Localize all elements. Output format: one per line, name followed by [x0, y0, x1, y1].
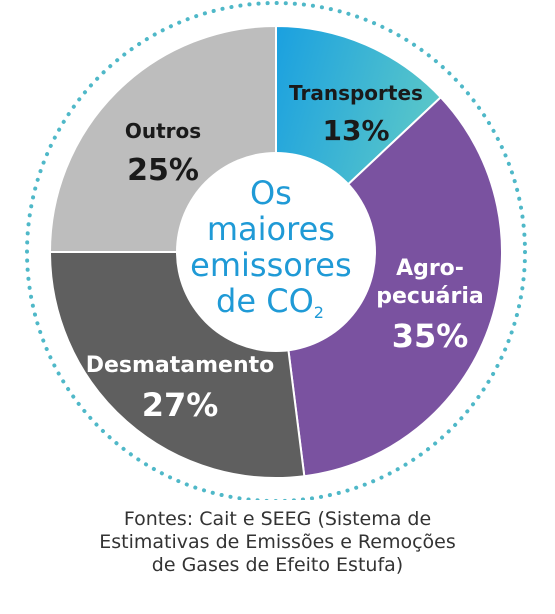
source-note: Fontes: Cait e SEEG (Sistema de Estimati…	[0, 508, 555, 577]
source-line-1: Fontes: Cait e SEEG (Sistema de	[123, 508, 432, 530]
center-title-line-4: de CO	[216, 282, 314, 320]
center-title-line-2: maiores	[207, 210, 335, 248]
center-title-line-3: emissores	[190, 246, 351, 284]
slice-label-agropecuaria: Agro-pecuária 35%	[376, 256, 483, 355]
slice-value: 27%	[142, 386, 219, 424]
slice-value: 25%	[127, 153, 199, 188]
center-title-line-1: Os	[250, 174, 292, 212]
slice-name-line: Outros	[125, 119, 201, 143]
pie-chart: Os maiores emissores de CO2 Transportes 1…	[25, 1, 527, 500]
slice-label-outros: Outros 25%	[125, 119, 201, 188]
center-title: Os maiores emissores de CO2	[190, 174, 362, 322]
center-hole	[176, 152, 376, 352]
center-title-subscript: 2	[314, 303, 324, 322]
slice-name-line: Agro-	[396, 256, 464, 281]
slice-label-desmatamento: Desmatamento 27%	[86, 353, 275, 424]
slice-value: 35%	[392, 317, 469, 355]
slice-name-line: Desmatamento	[86, 353, 275, 378]
slice-label-transportes: Transportes 13%	[289, 81, 423, 147]
source-line-3: de Gases de Efeito Estufa)	[151, 554, 404, 576]
dotted-outer-ring	[25, 1, 527, 500]
slice-agropecuaria	[274, 95, 503, 478]
slice-value: 13%	[322, 114, 389, 147]
slice-name-line: Transportes	[289, 81, 423, 105]
source-line-2: Estimativas de Emissões e Remoções	[99, 531, 456, 553]
slice-name-line: pecuária	[376, 284, 483, 309]
